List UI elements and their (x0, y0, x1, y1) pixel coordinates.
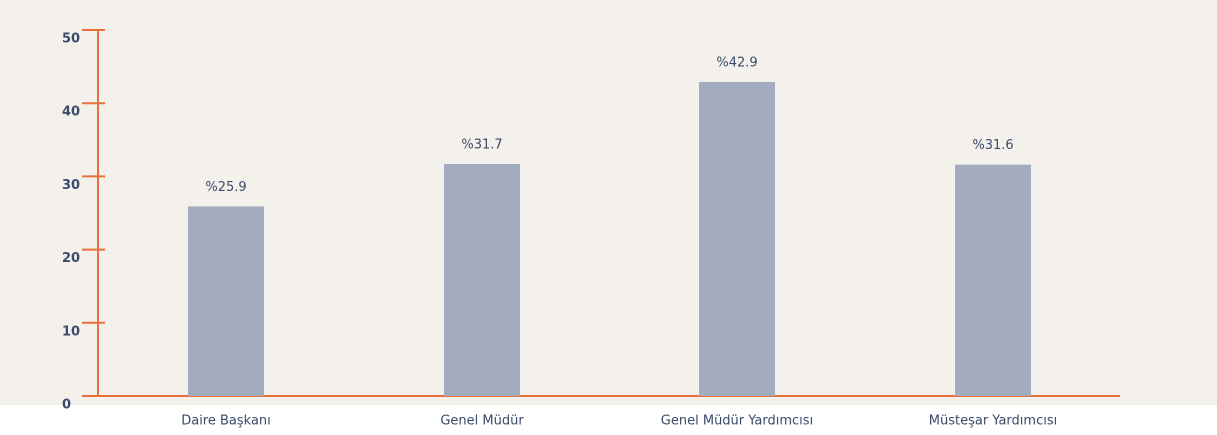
value-label: %31.6 (972, 138, 1013, 153)
y-tick-label: 0 (62, 398, 71, 413)
bar (444, 163, 520, 396)
x-tick-label: Genel Müdür (440, 414, 524, 429)
plot-background (0, 0, 1217, 405)
y-tick-label: 50 (62, 32, 80, 47)
y-tick-label: 10 (62, 324, 80, 339)
x-tick-label: Genel Müdür Yardımcısı (661, 414, 813, 429)
x-tick-label: Müsteşar Yardımcısı (929, 414, 1057, 429)
value-label: %31.7 (461, 137, 502, 152)
value-label: %42.9 (716, 55, 757, 70)
bar (188, 206, 264, 396)
value-label: %25.9 (205, 180, 246, 195)
bar (699, 81, 775, 397)
bar (955, 164, 1031, 396)
y-tick-label: 40 (62, 105, 80, 120)
y-tick-label: 20 (62, 251, 80, 266)
y-tick-label: 30 (62, 178, 80, 193)
x-tick-label: Daire Başkanı (181, 414, 271, 429)
